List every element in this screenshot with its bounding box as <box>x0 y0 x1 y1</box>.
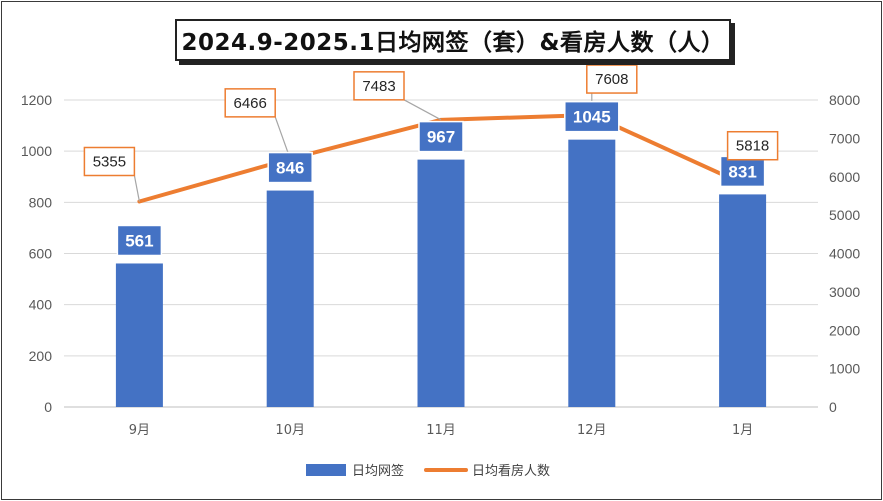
x-tick-label: 9月 <box>129 423 150 438</box>
line-value-label: 5818 <box>736 138 769 155</box>
bar-value-box <box>418 120 464 153</box>
y-left-tick-label: 0 <box>44 399 52 415</box>
y-right-tick-label: 7000 <box>829 130 860 146</box>
legend-swatch-bar <box>306 464 346 476</box>
line-value-label: 6466 <box>234 95 267 112</box>
line-value-label: 7483 <box>362 78 395 95</box>
line-label-leader <box>133 175 140 202</box>
y-right-tick-label: 1000 <box>829 361 860 377</box>
line-value-label: 7608 <box>595 71 628 88</box>
y-right-tick-label: 2000 <box>829 322 860 338</box>
bar-value-box <box>116 224 163 257</box>
x-tick-label: 12月 <box>577 423 607 438</box>
bar-value-label: 561 <box>125 231 153 250</box>
y-right-tick-label: 0 <box>829 399 837 415</box>
y-left-tick-label: 1000 <box>21 143 52 159</box>
y-right-tick-label: 3000 <box>829 284 860 300</box>
bar-2 <box>266 190 314 407</box>
line-value-label: 5355 <box>93 154 126 171</box>
y-right-tick-label: 5000 <box>829 207 860 223</box>
y-right-tick-label: 4000 <box>829 246 860 262</box>
bar-value-label: 846 <box>276 159 304 178</box>
y-left-tick-label: 800 <box>29 194 53 210</box>
line-value-box <box>224 88 276 118</box>
y-right-tick-label: 6000 <box>829 169 860 185</box>
line-value-box <box>726 130 779 161</box>
bar-value-label: 831 <box>728 162 756 181</box>
x-tick-label: 11月 <box>426 423 456 438</box>
chart-title: 2024.9-2025.1日均网签（套）&看房人数（人） <box>175 19 731 61</box>
y-left-tick-label: 400 <box>29 297 53 313</box>
bar-1 <box>115 263 163 407</box>
bar-value-label: 967 <box>427 128 455 147</box>
bar-4 <box>568 139 616 407</box>
line-label-leader <box>403 99 442 121</box>
y-right-tick-label: 8000 <box>829 92 860 108</box>
y-left-tick-label: 1200 <box>21 92 52 108</box>
x-tick-label: 10月 <box>275 423 305 438</box>
x-tick-label: 1月 <box>732 423 753 438</box>
y-left-tick-label: 600 <box>29 246 53 262</box>
legend-label-line: 日均看房人数 <box>472 463 550 479</box>
bar-value-label: 1045 <box>573 108 611 127</box>
bar-value-box <box>564 100 620 133</box>
line-value-box <box>353 71 405 101</box>
line-value-box <box>83 146 136 177</box>
bar-5 <box>719 194 767 407</box>
line-value-box <box>586 64 638 94</box>
bar-3 <box>417 159 465 407</box>
y-left-tick-label: 200 <box>29 348 53 364</box>
bar-value-box <box>267 151 313 184</box>
legend-label-bar: 日均网签 <box>352 463 404 479</box>
